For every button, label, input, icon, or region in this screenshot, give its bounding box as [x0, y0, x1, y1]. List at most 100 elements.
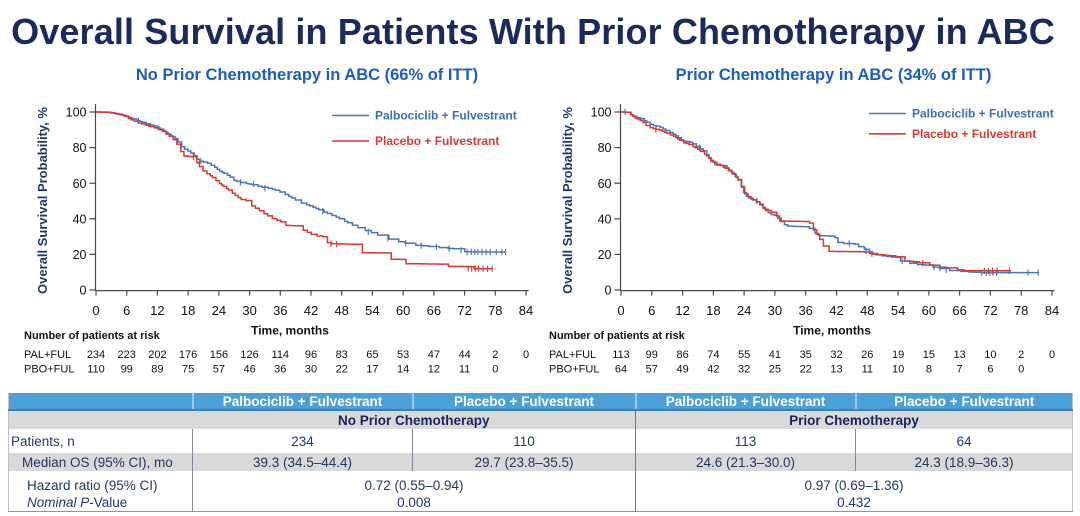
svg-text:47: 47 [428, 349, 440, 361]
svg-text:Placebo + Fulvestrant: Placebo + Fulvestrant [912, 127, 1036, 141]
svg-text:18: 18 [181, 303, 195, 318]
svg-text:49: 49 [676, 363, 688, 375]
svg-text:46: 46 [243, 363, 255, 375]
svg-text:PBO+FUL: PBO+FUL [549, 363, 599, 375]
svg-text:0: 0 [617, 303, 624, 318]
svg-text:11: 11 [862, 363, 873, 375]
svg-text:176: 176 [179, 349, 197, 361]
svg-text:0: 0 [523, 349, 529, 361]
svg-text:223: 223 [118, 349, 136, 361]
svg-text:80: 80 [598, 141, 612, 155]
svg-text:32: 32 [830, 349, 842, 361]
svg-text:156: 156 [210, 349, 228, 361]
svg-text:30: 30 [768, 303, 782, 318]
svg-text:75: 75 [182, 363, 194, 375]
svg-text:8: 8 [926, 363, 932, 375]
svg-text:113: 113 [612, 349, 630, 361]
svg-text:36: 36 [798, 303, 812, 318]
svg-text:2: 2 [1018, 349, 1024, 361]
svg-text:6: 6 [123, 303, 130, 318]
svg-text:110: 110 [87, 363, 105, 375]
svg-text:66: 66 [427, 303, 441, 318]
svg-text:35: 35 [800, 349, 812, 361]
svg-text:100: 100 [591, 106, 612, 120]
svg-text:78: 78 [488, 303, 502, 318]
svg-text:48: 48 [334, 303, 348, 318]
svg-text:74: 74 [707, 349, 719, 361]
svg-text:40: 40 [598, 212, 612, 226]
svg-text:0: 0 [1018, 363, 1024, 375]
svg-text:100: 100 [66, 106, 87, 120]
svg-text:24: 24 [737, 303, 751, 318]
svg-text:89: 89 [151, 363, 163, 375]
svg-text:86: 86 [676, 349, 688, 361]
svg-text:202: 202 [148, 349, 166, 361]
svg-text:83: 83 [336, 349, 348, 361]
svg-text:0: 0 [492, 363, 498, 375]
svg-text:126: 126 [240, 349, 258, 361]
svg-text:11: 11 [459, 363, 470, 375]
svg-text:19: 19 [892, 349, 904, 361]
svg-text:6: 6 [987, 363, 993, 375]
svg-text:26: 26 [861, 349, 873, 361]
svg-text:57: 57 [646, 363, 658, 375]
svg-text:48: 48 [860, 303, 874, 318]
svg-text:2: 2 [492, 349, 498, 361]
svg-text:66: 66 [952, 303, 966, 318]
svg-text:234: 234 [87, 349, 105, 361]
svg-text:17: 17 [366, 363, 378, 375]
svg-text:Number of patients at risk: Number of patients at risk [24, 330, 161, 342]
svg-text:24: 24 [212, 303, 226, 318]
svg-text:44: 44 [458, 349, 470, 361]
svg-text:6: 6 [648, 303, 655, 318]
svg-text:78: 78 [1014, 303, 1028, 318]
svg-text:Time, months: Time, months [793, 324, 871, 338]
svg-text:Palbociclib + Fulvestrant: Palbociclib + Fulvestrant [375, 109, 517, 123]
svg-text:10: 10 [984, 349, 996, 361]
svg-text:36: 36 [274, 363, 286, 375]
svg-text:55: 55 [738, 349, 750, 361]
svg-text:99: 99 [121, 363, 133, 375]
svg-text:12: 12 [150, 303, 164, 318]
svg-text:Time, months: Time, months [251, 324, 329, 338]
svg-text:10: 10 [892, 363, 904, 375]
svg-text:54: 54 [891, 303, 905, 318]
svg-text:32: 32 [738, 363, 750, 375]
svg-text:60: 60 [396, 303, 410, 318]
svg-text:13: 13 [953, 349, 965, 361]
svg-text:72: 72 [457, 303, 471, 318]
svg-text:80: 80 [73, 141, 87, 155]
svg-text:20: 20 [598, 248, 612, 262]
svg-text:42: 42 [304, 303, 318, 318]
svg-text:40: 40 [73, 212, 87, 226]
svg-text:7: 7 [957, 363, 963, 375]
svg-text:42: 42 [829, 303, 843, 318]
svg-text:PAL+FUL: PAL+FUL [24, 349, 71, 361]
svg-text:20: 20 [73, 248, 87, 262]
svg-text:15: 15 [923, 349, 935, 361]
svg-text:25: 25 [769, 363, 781, 375]
svg-text:60: 60 [73, 177, 87, 191]
svg-text:72: 72 [983, 303, 997, 318]
svg-text:22: 22 [800, 363, 812, 375]
svg-text:12: 12 [428, 363, 440, 375]
svg-text:84: 84 [519, 303, 533, 318]
svg-text:13: 13 [830, 363, 842, 375]
svg-text:0: 0 [80, 284, 87, 298]
svg-text:41: 41 [769, 349, 781, 361]
svg-text:64: 64 [615, 363, 627, 375]
svg-text:36: 36 [273, 303, 287, 318]
svg-text:Overall Survival Probability,: Overall Survival Probability, % [560, 107, 575, 294]
svg-text:Number of patients at risk: Number of patients at risk [549, 330, 686, 342]
svg-text:PAL+FUL: PAL+FUL [549, 349, 596, 361]
svg-text:30: 30 [305, 363, 317, 375]
svg-text:0: 0 [605, 284, 612, 298]
svg-text:60: 60 [598, 177, 612, 191]
svg-text:PBO+FUL: PBO+FUL [24, 363, 74, 375]
svg-text:84: 84 [1045, 303, 1059, 318]
svg-text:Overall Survival Probability,: Overall Survival Probability, % [35, 107, 50, 294]
svg-text:96: 96 [305, 349, 317, 361]
svg-text:42: 42 [707, 363, 719, 375]
svg-text:54: 54 [365, 303, 379, 318]
svg-text:30: 30 [242, 303, 256, 318]
